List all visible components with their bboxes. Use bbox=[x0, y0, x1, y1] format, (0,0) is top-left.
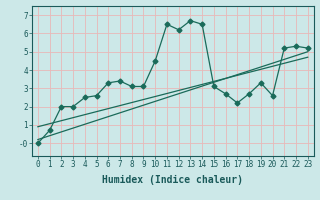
X-axis label: Humidex (Indice chaleur): Humidex (Indice chaleur) bbox=[102, 175, 243, 185]
